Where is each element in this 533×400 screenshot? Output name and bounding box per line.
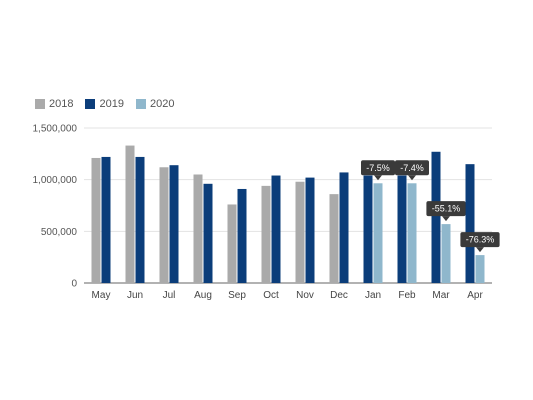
bar-2019-nov [305,177,315,283]
bar-2020-mar [441,224,451,283]
y-tick-label: 1,500,000 [33,124,78,135]
callout-box [395,160,429,176]
bar-2018-may [91,157,101,283]
bar-2019-feb [397,175,407,283]
bar-2019-dec [339,172,349,283]
bar-2019-sep [237,188,247,283]
x-tick-label: May [92,290,111,301]
y-tick-label: 0 [71,279,77,290]
x-tick-label: Jul [163,290,176,301]
callout-pointer [442,216,450,222]
legend-swatch-2019 [85,99,96,109]
callout-label: -55.1% [432,204,461,214]
bar-2018-dec [329,194,339,283]
callout-label: -7.5% [366,163,390,173]
legend-label-2020: 2020 [149,98,175,110]
legend-swatch-2018 [35,99,45,109]
bar-2019-jan [363,175,373,283]
callout-box [361,160,395,176]
x-tick-label: Dec [330,290,348,301]
bar-2018-jun [125,145,135,283]
callout-box [426,201,466,217]
bar-2019-may [101,156,111,283]
callout-box [460,232,500,248]
bar-2019-jun [135,156,145,283]
legend-item-2018: 2018 [35,98,73,110]
x-tick-label: Aug [194,290,212,301]
x-tick-label: Oct [263,290,279,301]
callout-pointer [476,247,484,253]
bar-2018-aug [193,174,203,283]
y-tick-label: 1,000,000 [33,175,78,186]
bar-2019-mar [431,151,441,283]
y-tick-label: 500,000 [41,227,78,238]
bar-2018-sep [227,204,237,283]
bar-2019-jul [169,165,179,283]
legend-label-2019: 2019 [99,98,124,110]
x-tick-label: Jun [127,290,143,301]
bar-2020-feb [407,183,417,283]
bar-2020-jan [373,183,383,283]
bar-2020-apr [475,255,485,283]
bar-2018-nov [295,181,305,283]
bar-2019-apr [465,164,475,283]
legend-swatch-2020 [135,99,146,109]
legend-item-2020: 2020 [135,98,175,110]
callout-label: -7.4% [400,163,424,173]
x-tick-label: Sep [228,290,246,301]
x-tick-label: Apr [467,290,483,301]
legend-item-2019: 2019 [85,98,124,110]
x-tick-label: Jan [365,290,381,301]
legend: 2018 2019 2020 [35,98,174,110]
x-tick-label: Nov [296,290,314,301]
bar-2019-oct [271,175,281,283]
legend-label-2018: 2018 [49,98,74,110]
bar-2018-jul [159,167,169,283]
callout-label: -76.3% [466,235,495,245]
x-tick-label: Feb [398,290,416,301]
bar-2019-aug [203,183,213,283]
callout-pointer [374,175,382,181]
bar-2018-oct [261,185,271,283]
callout-pointer [408,175,416,181]
x-tick-label: Mar [432,290,450,301]
